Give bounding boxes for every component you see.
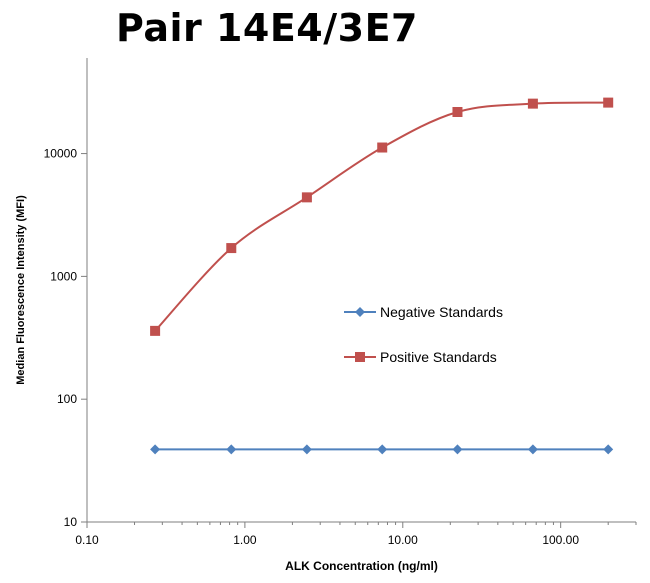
data-point: [150, 444, 161, 455]
data-point: [301, 444, 312, 455]
y-tick-label: 100: [57, 392, 77, 406]
y-axis-label: Median Fluorescence Intensity (MFI): [15, 195, 27, 385]
legend-marker: [355, 307, 365, 317]
data-point: [527, 98, 538, 109]
data-point: [603, 444, 614, 455]
series-negative-standards: [150, 444, 614, 455]
series-layer: [150, 97, 614, 455]
legend-item: Positive Standards: [344, 349, 497, 365]
data-point: [452, 106, 463, 117]
x-axis-label: ALK Concentration (ng/ml): [285, 559, 438, 573]
data-point: [226, 444, 237, 455]
legend-item: Negative Standards: [344, 304, 503, 320]
y-tick-label: 10000: [44, 147, 78, 161]
legend-marker: [355, 352, 365, 362]
series-line: [154, 101, 609, 332]
legend-label: Negative Standards: [380, 304, 503, 320]
legend: Negative Standards Positive Standards: [344, 304, 503, 365]
data-point: [452, 444, 463, 455]
x-tick-label: 0.10: [75, 533, 99, 547]
data-point: [527, 444, 538, 455]
x-ticks: 0.10 1.00 10.00 100.00: [75, 522, 637, 547]
data-point: [377, 444, 388, 455]
series-positive-standards: [150, 97, 614, 336]
data-point: [377, 142, 388, 153]
data-point: [150, 325, 161, 336]
y-ticks: 10 100 1000 10000: [44, 147, 87, 529]
chart-title: Pair 14E4/3E7: [116, 6, 418, 50]
x-tick-label: 10.00: [388, 533, 418, 547]
y-tick-label: 10: [64, 515, 78, 529]
data-point: [301, 192, 312, 203]
x-tick-label: 100.00: [542, 533, 579, 547]
data-point: [603, 97, 614, 108]
data-point: [226, 243, 237, 254]
legend-label: Positive Standards: [380, 349, 497, 365]
x-tick-label: 1.00: [233, 533, 257, 547]
y-tick-label: 1000: [50, 269, 77, 283]
